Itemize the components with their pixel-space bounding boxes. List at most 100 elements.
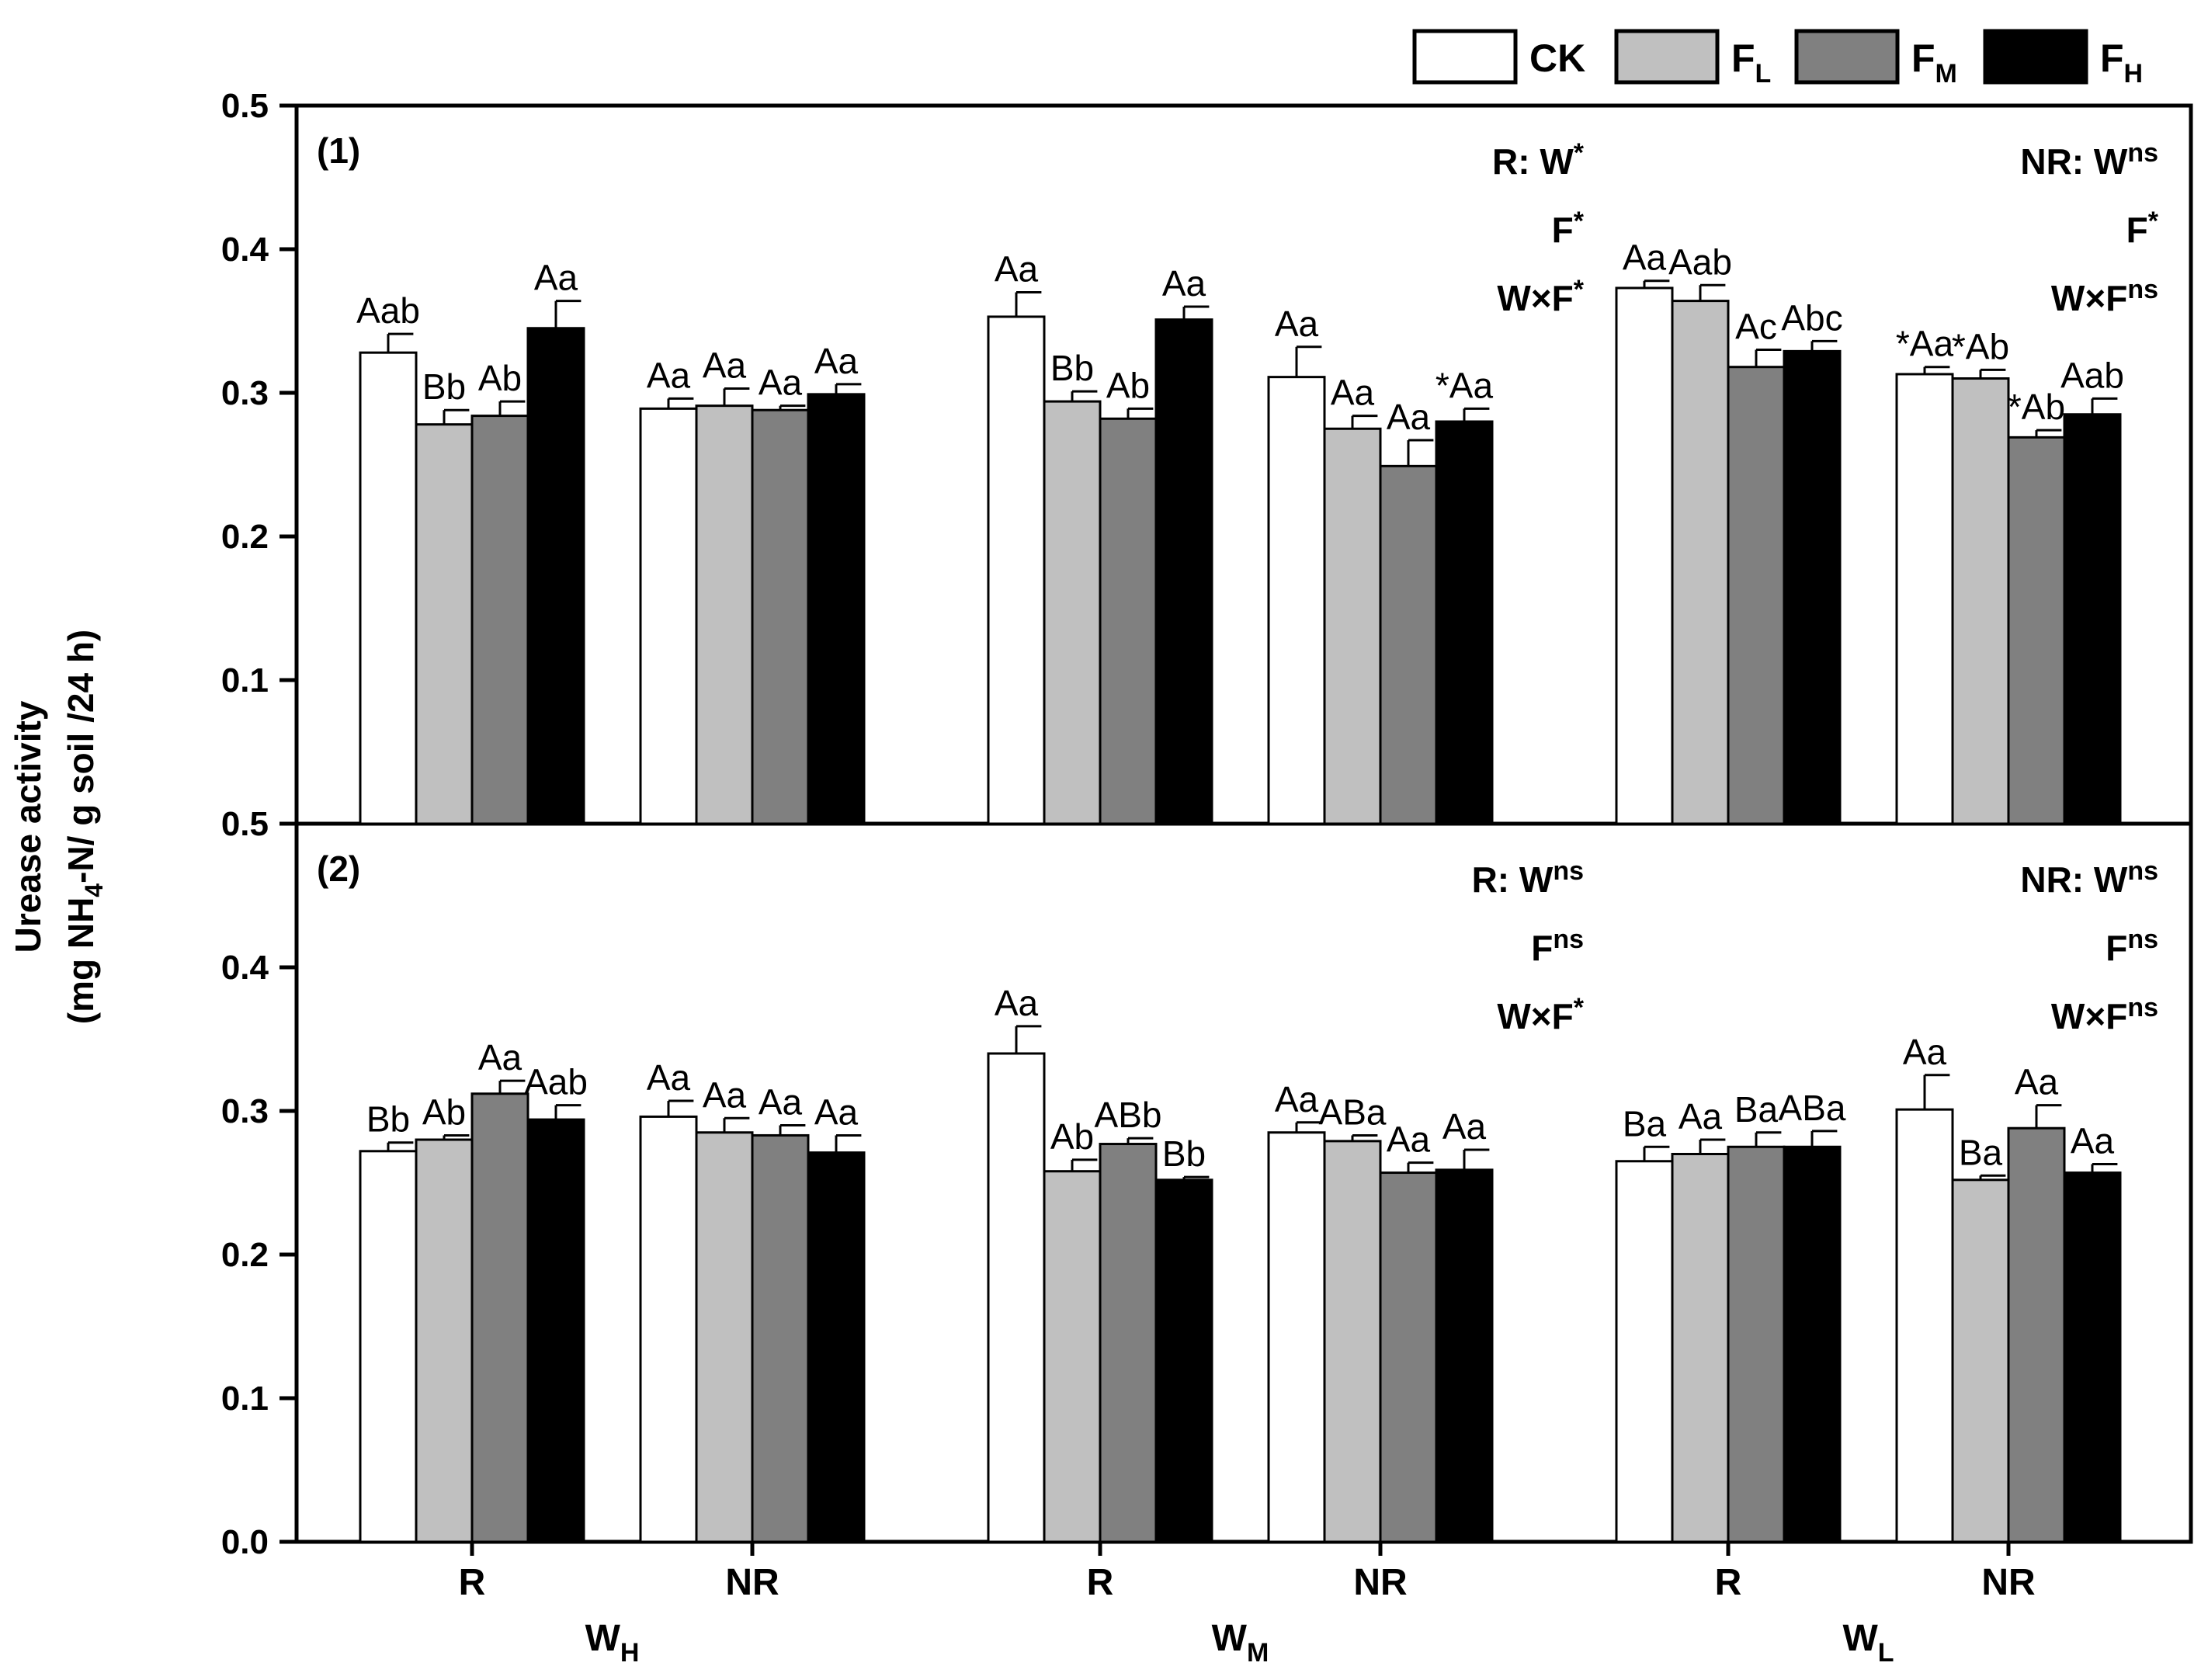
- bar: [2007, 1126, 2066, 1543]
- bar: [1895, 373, 1954, 825]
- significance-label: Aa: [1275, 1079, 1319, 1119]
- anova-stat-line: R: W*: [1492, 138, 1585, 182]
- significance-label: Bb: [1050, 348, 1094, 388]
- legend-label: FL: [1731, 36, 1771, 89]
- significance-label: Aab: [356, 290, 420, 331]
- significance-label: Bb: [366, 1099, 410, 1140]
- bar: [1267, 376, 1326, 825]
- y-axis-title: Urease activity: [8, 700, 48, 953]
- significance-label: Abc: [1781, 297, 1842, 338]
- anova-stat-line: Fns: [1531, 925, 1584, 968]
- significance-label: ABa: [1319, 1092, 1387, 1132]
- bar: [1727, 1145, 1786, 1543]
- x-axis: R NR R NR R NR WH WM WL: [459, 1542, 2036, 1668]
- significance-label: Aa: [814, 1092, 859, 1132]
- x-group-label: R: [1087, 1562, 1114, 1603]
- x-group-label: NR: [725, 1562, 779, 1603]
- bar: [1323, 1140, 1382, 1543]
- bar: [526, 1118, 585, 1543]
- significance-label: Ba: [1734, 1089, 1779, 1130]
- panel-tag: (1): [317, 130, 360, 171]
- x-supergroup-label: WL: [1842, 1618, 1894, 1668]
- bar: [1043, 1170, 1102, 1543]
- bar: [2063, 413, 2122, 825]
- bar: [639, 1115, 698, 1543]
- significance-label: Ab: [1050, 1116, 1094, 1157]
- anova-stat-line: F*: [1552, 207, 1585, 250]
- bar: [526, 327, 585, 825]
- significance-label: ABb: [1095, 1095, 1162, 1135]
- legend: CK FL FM FH: [1412, 29, 2143, 89]
- significance-label: Aa: [703, 345, 747, 385]
- significance-label: Aa: [1679, 1096, 1723, 1137]
- significance-label: *Ab: [2008, 387, 2065, 427]
- bar: [751, 1133, 810, 1543]
- y-axis: Urease activity (mg NH4-N/ g soil /24 h)…: [8, 87, 297, 1561]
- significance-label: Aa: [1903, 1032, 1947, 1072]
- bar: [2007, 436, 2066, 825]
- y-tick-label: 0.3: [221, 374, 269, 412]
- panel-tag: (2): [317, 849, 360, 889]
- significance-label: Aa: [2015, 1062, 2059, 1102]
- x-group-label: R: [1715, 1562, 1742, 1603]
- significance-label: Aa: [703, 1074, 747, 1115]
- significance-label: Bb: [1162, 1133, 1206, 1174]
- bar: [987, 1052, 1046, 1543]
- significance-label: Aa: [2071, 1120, 2115, 1161]
- significance-label: Aa: [1387, 1119, 1431, 1160]
- bar: [1154, 318, 1213, 825]
- legend-swatch: [1794, 29, 1900, 85]
- bar: [415, 423, 474, 825]
- anova-stat-line: NR: Wns: [2020, 856, 2158, 900]
- plot-frame: [294, 103, 2193, 1544]
- significance-label: Ba: [1959, 1132, 2003, 1172]
- x-group-label: R: [459, 1562, 486, 1603]
- y-tick-label: 0.2: [221, 518, 269, 556]
- y-tick-label: 0.5: [221, 805, 269, 843]
- anova-stat-line: W×Fns: [2051, 993, 2158, 1036]
- significance-label: Aa: [534, 258, 578, 298]
- y-tick-label: 0.2: [221, 1236, 269, 1274]
- bar: [1099, 1143, 1158, 1543]
- legend-swatch: [1983, 29, 2088, 85]
- legend-label: FH: [2100, 36, 2143, 89]
- bar: [470, 415, 529, 825]
- x-group-label: NR: [1981, 1562, 2035, 1603]
- significance-label: Aa: [1387, 397, 1431, 437]
- bar: [987, 315, 1046, 825]
- bar: [1615, 1160, 1674, 1543]
- bar: [751, 408, 810, 825]
- bar: [1154, 1178, 1213, 1543]
- bar: [1379, 464, 1438, 825]
- bar: [1951, 377, 2010, 825]
- y-tick-label: 0.4: [221, 231, 269, 269]
- significance-label: Aab: [524, 1062, 588, 1102]
- significance-label: Ab: [1106, 365, 1150, 405]
- legend-swatch: [1614, 29, 1720, 85]
- error-bars: [387, 279, 2118, 1180]
- significance-label: ABa: [1779, 1088, 1846, 1128]
- bar: [1895, 1108, 1954, 1543]
- significance-label: Aa: [1162, 263, 1206, 304]
- bar: [2063, 1171, 2122, 1543]
- significance-label: Ba: [1623, 1103, 1667, 1144]
- significance-label: Aa: [995, 249, 1039, 290]
- y-tick-label: 0.0: [221, 1523, 269, 1561]
- significance-label: *Ab: [1952, 326, 2009, 366]
- anova-stat-line: R: Wns: [1472, 856, 1584, 900]
- significance-label: Aa: [1275, 304, 1319, 344]
- bar: [639, 407, 698, 825]
- significance-label: Ab: [478, 358, 522, 398]
- anova-stat-line: W×F*: [1497, 993, 1584, 1036]
- bar: [1727, 366, 1786, 825]
- y-tick-label: 0.1: [221, 661, 269, 699]
- legend-label: FM: [1911, 36, 1957, 89]
- significance-label: Aa: [1331, 373, 1375, 413]
- bar: [359, 351, 418, 825]
- x-supergroup-label: WM: [1212, 1618, 1269, 1668]
- bar: [807, 1151, 866, 1543]
- significance-label: *Aa: [1436, 365, 1494, 405]
